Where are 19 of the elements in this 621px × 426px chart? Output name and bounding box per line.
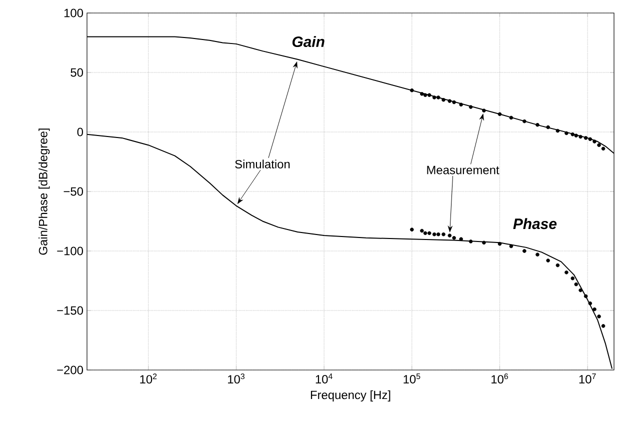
- y-tick-label: −200: [57, 366, 84, 374]
- y-tick-label: 0: [77, 128, 84, 136]
- y-tick-label: 100: [64, 8, 84, 18]
- annotation: Gain: [292, 36, 324, 48]
- y-tick-label: −150: [57, 306, 84, 315]
- annotation: Measurement: [427, 166, 500, 174]
- x-tick-label: 10$^{6}$: [492, 374, 508, 384]
- x-tick-label: 10$^{5}$: [404, 374, 420, 384]
- y-tick-label: −100: [57, 246, 84, 256]
- x-axis-title: Frequency [Hz]: [310, 390, 390, 402]
- x-tick-label: 10$^{3}$: [228, 374, 244, 384]
- x-tick-label: 10$^{4}$: [316, 374, 332, 384]
- x-tick-label: 10$^{2}$: [140, 374, 157, 384]
- annotation: Phase: [513, 218, 557, 230]
- y-axis-title: Gain/Phase [dB/degree]: [38, 128, 50, 255]
- y-tick-label: 50: [70, 68, 84, 77]
- y-tick-label: −50: [64, 187, 84, 196]
- annotation: Simulation: [235, 160, 290, 168]
- x-tick-label: 10$^{7}$: [579, 374, 596, 384]
